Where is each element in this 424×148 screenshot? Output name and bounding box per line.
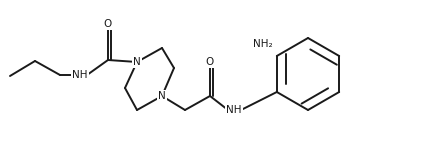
Text: N: N bbox=[158, 91, 166, 101]
Text: NH₂: NH₂ bbox=[253, 39, 273, 49]
Text: NH: NH bbox=[72, 70, 88, 80]
Text: O: O bbox=[104, 19, 112, 29]
Text: NH: NH bbox=[226, 105, 242, 115]
Text: N: N bbox=[133, 57, 141, 67]
Text: O: O bbox=[206, 57, 214, 67]
